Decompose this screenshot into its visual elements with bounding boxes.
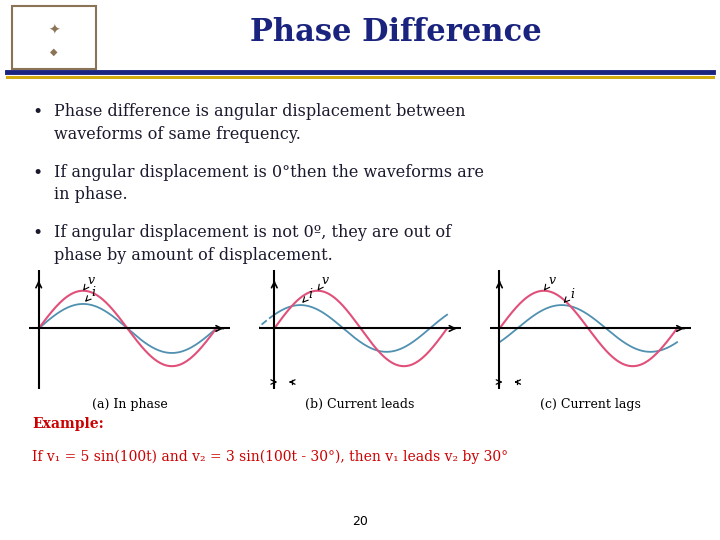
- Text: •: •: [32, 224, 42, 242]
- Text: If angular displacement is not 0º, they are out of
phase by amount of displaceme: If angular displacement is not 0º, they …: [54, 224, 451, 264]
- Text: i: i: [303, 287, 312, 302]
- Text: If v₁ = 5 sin(100t) and v₂ = 3 sin(100t - 30°), then v₁ leads v₂ by 30°: If v₁ = 5 sin(100t) and v₂ = 3 sin(100t …: [32, 450, 508, 464]
- Text: Example:: Example:: [32, 417, 104, 431]
- Text: (c) Current lags: (c) Current lags: [540, 399, 641, 411]
- Text: v: v: [544, 274, 555, 290]
- Text: i: i: [564, 287, 574, 302]
- Text: v: v: [318, 274, 329, 290]
- Text: Phase difference is angular displacement between
waveforms of same frequency.: Phase difference is angular displacement…: [54, 103, 466, 143]
- Text: •: •: [32, 103, 42, 121]
- Text: (a) In phase: (a) In phase: [91, 399, 168, 411]
- Text: 20: 20: [352, 515, 368, 528]
- Text: •: •: [32, 164, 42, 181]
- Text: ◆: ◆: [50, 47, 58, 57]
- Text: v: v: [84, 274, 94, 290]
- Text: Phase Difference: Phase Difference: [250, 17, 542, 48]
- Text: (b) Current leads: (b) Current leads: [305, 399, 415, 411]
- Text: i: i: [86, 286, 96, 301]
- Text: ✦: ✦: [48, 24, 60, 38]
- Text: If angular displacement is 0°then the waveforms are
in phase.: If angular displacement is 0°then the wa…: [54, 164, 484, 204]
